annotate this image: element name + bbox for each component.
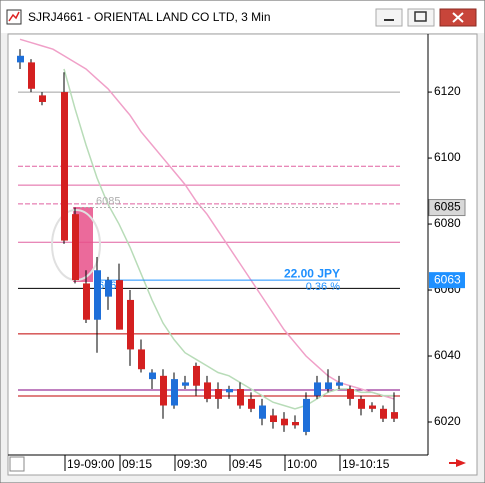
- window-title: SJRJ4661 - ORIENTAL LAND CO LTD, 3 Min: [28, 10, 271, 24]
- candle-body: [160, 375, 167, 406]
- candle-body: [270, 415, 277, 423]
- y-tick-label: 6080: [434, 216, 461, 230]
- candle-body: [314, 382, 321, 396]
- scroll-arrow[interactable]: [449, 459, 466, 467]
- candle-body: [336, 382, 343, 386]
- x-tick-label: 09:15: [122, 457, 152, 471]
- y-tick-label: 6100: [434, 150, 461, 164]
- price-marker-label: 6063: [434, 272, 461, 286]
- minimize-button[interactable]: [375, 8, 403, 27]
- y-tick-label: 6120: [434, 84, 461, 98]
- candle-body: [380, 408, 387, 419]
- moving-average: [19, 38, 395, 400]
- x-tick-label: 10:00: [287, 457, 317, 471]
- measure-start-label: 6085: [96, 195, 120, 207]
- candle-body: [171, 379, 178, 406]
- candle-body: [83, 283, 90, 320]
- x-tick-label: 09:45: [232, 457, 262, 471]
- candle-body: [127, 299, 134, 350]
- candle-body: [149, 372, 156, 380]
- x-tick-label: 19-09:00: [67, 457, 115, 471]
- candle-body: [94, 270, 101, 320]
- candle-body: [28, 62, 35, 89]
- y-tick-label: 6020: [434, 414, 461, 428]
- x-tick-label: 19-10:15: [342, 457, 390, 471]
- candle-body: [17, 55, 24, 63]
- candle-body: [204, 382, 211, 399]
- candle-body: [182, 382, 189, 386]
- candle-body: [215, 389, 222, 399]
- app-icon-graph: [8, 11, 20, 22]
- candle-body: [61, 92, 68, 241]
- close-icon: [452, 12, 464, 23]
- price-marker: [428, 199, 466, 217]
- y-tick-label: 6040: [434, 348, 461, 362]
- measure-percent: 0.36 %: [306, 281, 340, 293]
- candle-body: [39, 95, 46, 102]
- measure-change: 22.00 JPY: [284, 266, 340, 280]
- x-tick-label: 09:30: [177, 457, 207, 471]
- candle-body: [226, 389, 233, 393]
- candle-body: [72, 214, 79, 281]
- candle-body: [358, 398, 365, 409]
- candle-body: [259, 405, 266, 419]
- candle-body: [369, 405, 376, 409]
- corner-box[interactable]: [9, 456, 25, 472]
- candle-body: [347, 389, 354, 399]
- candle-body: [138, 349, 145, 370]
- candle-body: [105, 280, 112, 297]
- maximize-icon: [414, 11, 427, 22]
- candle-body: [193, 365, 200, 386]
- title-bar: [1, 1, 484, 33]
- candle-body: [303, 398, 310, 432]
- candle-body: [325, 382, 332, 390]
- candle-body: [391, 412, 398, 419]
- candle-body: [237, 389, 244, 406]
- candle-body: [292, 422, 299, 426]
- candle-body: [116, 280, 123, 330]
- candle-body: [281, 418, 288, 426]
- price-marker-label: 6085: [434, 200, 461, 214]
- price-marker: [429, 272, 465, 289]
- candle-body: [248, 398, 255, 409]
